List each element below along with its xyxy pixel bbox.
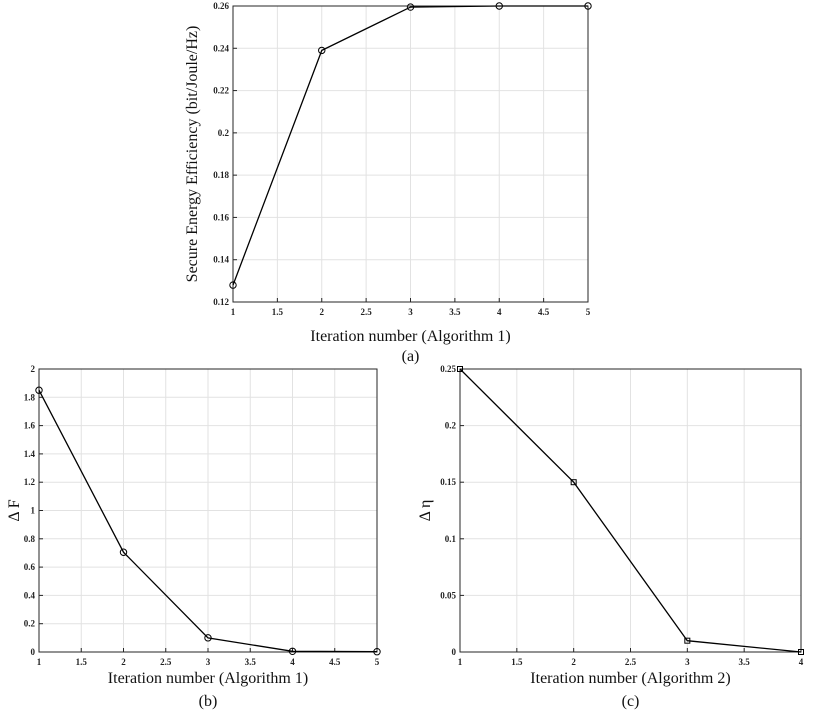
y-tick-label: 1.6 — [24, 421, 36, 431]
data-point — [684, 637, 691, 644]
data-point — [229, 281, 237, 289]
data-point — [318, 46, 326, 55]
x-tick-label: 1.5 — [76, 657, 88, 667]
data-point — [288, 647, 297, 655]
y-tick-label: 0.4 — [24, 590, 36, 600]
x-tick-label: 3 — [408, 307, 413, 317]
y-axis-label: Δ F — [6, 499, 23, 521]
data-point — [373, 648, 381, 656]
x-tick-label: 1 — [231, 307, 236, 317]
plot-frame — [459, 368, 802, 653]
x-tick-label: 3 — [685, 657, 690, 667]
y-tick-label: 0.6 — [24, 562, 36, 572]
x-tick-label: 2.5 — [361, 307, 373, 317]
series-line — [232, 5, 588, 286]
y-tick-label: 0 — [31, 647, 36, 657]
x-tick-label: 3.5 — [245, 657, 257, 667]
y-tick-label: 0.2 — [24, 619, 36, 629]
y-tick-label: 1.4 — [24, 449, 36, 459]
data-point — [570, 479, 577, 486]
data-point — [406, 3, 415, 11]
x-tick-label: 5 — [586, 307, 591, 317]
x-tick-label: 4.5 — [538, 307, 550, 317]
y-tick-label: 0.1 — [445, 534, 457, 544]
x-tick-label: 4 — [290, 657, 295, 667]
plot-frame — [232, 5, 589, 303]
data-point — [584, 2, 592, 10]
y-axis-label: Secure Energy Efficiency (bit/Joule/Hz) — [184, 26, 201, 283]
y-tick-label: 0.2 — [445, 421, 457, 431]
x-axis-label: Iteration number (Algorithm 1) — [108, 670, 308, 687]
y-tick-label: 1.8 — [24, 392, 36, 402]
x-tick-label: 2 — [320, 307, 325, 317]
panel-a: 1 1.5 2 2.5 3 3.5 4 4.5 5 0.12 0.14 0.16 0.18 0.2 0.22… — [184, 1, 592, 365]
y-tick-label: 0.12 — [213, 297, 229, 307]
data-point — [495, 2, 503, 10]
x-tick-label: 5 — [375, 657, 380, 667]
x-tick-label: 1.5 — [272, 307, 284, 317]
y-tick-label: 0.2 — [218, 128, 230, 138]
y-tick-label: 0.25 — [440, 364, 456, 374]
y-tick-label: 0.8 — [24, 534, 36, 544]
panel-label: (c) — [622, 693, 640, 710]
x-tick-label: 3 — [206, 657, 211, 667]
x-tick-label: 2.5 — [625, 657, 637, 667]
data-point — [457, 366, 463, 372]
y-tick-label: 0.16 — [213, 212, 229, 222]
x-tick-label: 1 — [37, 657, 42, 667]
series-line — [38, 389, 378, 653]
y-tick-label: 2 — [31, 364, 36, 374]
x-tick-label: 4 — [497, 307, 502, 317]
data-point — [798, 649, 804, 655]
x-tick-label: 3.5 — [739, 657, 751, 667]
panel-c: 1 1.5 2 2.5 3 3.5 4 0 0.05 0.1 0.15 0.2 0.25 Iteratio… — [417, 364, 804, 710]
y-tick-label: 0 — [452, 647, 457, 657]
y-tick-label: 1.2 — [24, 477, 36, 487]
x-axis-label: Iteration number (Algorithm 1) — [310, 328, 510, 345]
data-point — [119, 548, 128, 556]
x-tick-label: 1 — [458, 657, 463, 667]
y-tick-label: 0.05 — [440, 590, 456, 600]
x-tick-label: 4 — [799, 657, 804, 667]
y-tick-label: 0.26 — [213, 1, 229, 11]
y-tick-label: 0.24 — [213, 43, 229, 53]
series-line — [459, 368, 802, 653]
panel-label: (b) — [199, 693, 218, 710]
y-axis-label: Δ η — [417, 500, 434, 522]
x-tick-label: 3.5 — [449, 307, 461, 317]
x-axis-label: Iteration number (Algorithm 2) — [530, 670, 730, 687]
y-tick-label: 1 — [31, 506, 36, 516]
y-tick-label: 0.18 — [213, 170, 229, 180]
x-tick-label: 1.5 — [511, 657, 523, 667]
x-tick-label: 2 — [121, 657, 126, 667]
x-tick-label: 2 — [571, 657, 576, 667]
y-tick-label: 0.22 — [213, 86, 229, 96]
panel-label: (a) — [402, 348, 420, 365]
x-tick-label: 4.5 — [329, 657, 341, 667]
x-tick-label: 2.5 — [160, 657, 172, 667]
panel-b: 1 1.5 2 2.5 3 3.5 4 4.5 5 0 0.2 0.4 0.6 0.8 1 1.2 1.4 1.6… — [6, 364, 381, 710]
plot-frame — [38, 368, 378, 653]
y-tick-label: 0.15 — [440, 477, 456, 487]
data-point — [35, 386, 43, 394]
y-tick-label: 0.14 — [213, 255, 229, 265]
data-point — [204, 634, 212, 642]
